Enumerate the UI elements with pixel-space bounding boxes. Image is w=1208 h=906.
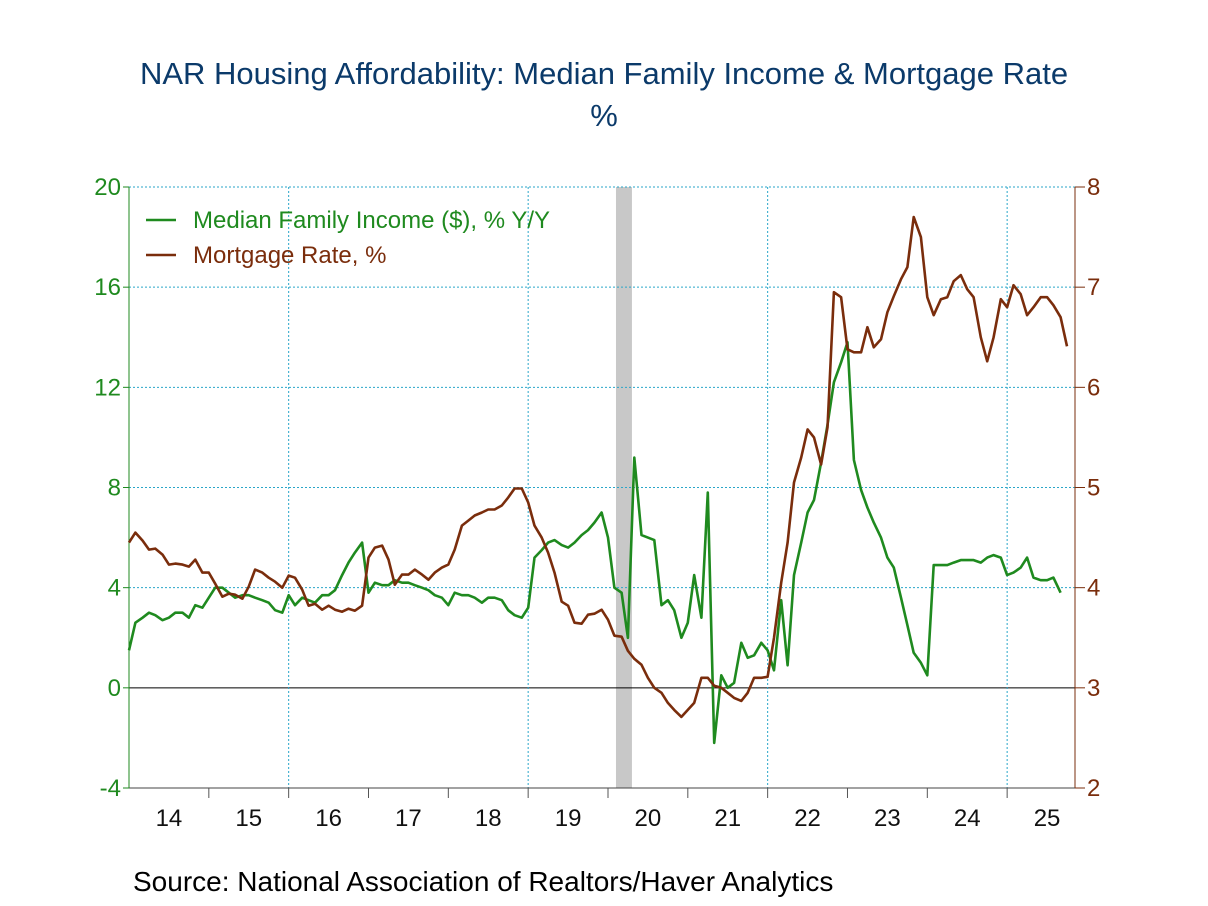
- y-right-tick-label: 3: [1087, 675, 1100, 702]
- y-right-tick-label: 7: [1087, 274, 1100, 301]
- y-right-tick-label: 4: [1087, 575, 1100, 602]
- chart-subtitle: %: [590, 98, 618, 133]
- x-tick-label: 25: [1034, 805, 1061, 832]
- y-left-tick-label: 16: [94, 274, 121, 301]
- x-tick-label: 17: [395, 805, 422, 832]
- legend-income-label: Median Family Income ($), % Y/Y: [193, 207, 550, 234]
- y-left-tick-label: 12: [94, 374, 121, 401]
- x-tick-label: 15: [235, 805, 262, 832]
- y-left-tick-label: 8: [108, 475, 121, 502]
- y-left-tick-label: -4: [100, 775, 121, 802]
- y-left-tick-label: 20: [94, 174, 121, 201]
- y-right-tick-label: 2: [1087, 775, 1100, 802]
- y-right-tick-label: 8: [1087, 174, 1100, 201]
- x-tick-label: 22: [794, 805, 821, 832]
- y-left-tick-label: 0: [108, 675, 121, 702]
- x-tick-label: 21: [714, 805, 741, 832]
- x-tick-label: 18: [475, 805, 502, 832]
- x-tick-label: 24: [954, 805, 981, 832]
- x-tick-label: 19: [555, 805, 582, 832]
- x-tick-label: 16: [315, 805, 342, 832]
- x-tick-label: 23: [874, 805, 901, 832]
- y-right-tick-label: 5: [1087, 475, 1100, 502]
- y-left-tick-label: 4: [108, 575, 121, 602]
- chart-title: NAR Housing Affordability: Median Family…: [139, 56, 1069, 91]
- y-right-tick-label: 6: [1087, 374, 1100, 401]
- x-tick-label: 20: [635, 805, 662, 832]
- source-note: Source: National Association of Realtors…: [133, 866, 834, 897]
- x-tick-label: 14: [156, 805, 183, 832]
- income-series-line: [127, 341, 1062, 745]
- legend-mortgage-label: Mortgage Rate, %: [193, 242, 386, 269]
- mortgage-series-line: [127, 215, 1069, 719]
